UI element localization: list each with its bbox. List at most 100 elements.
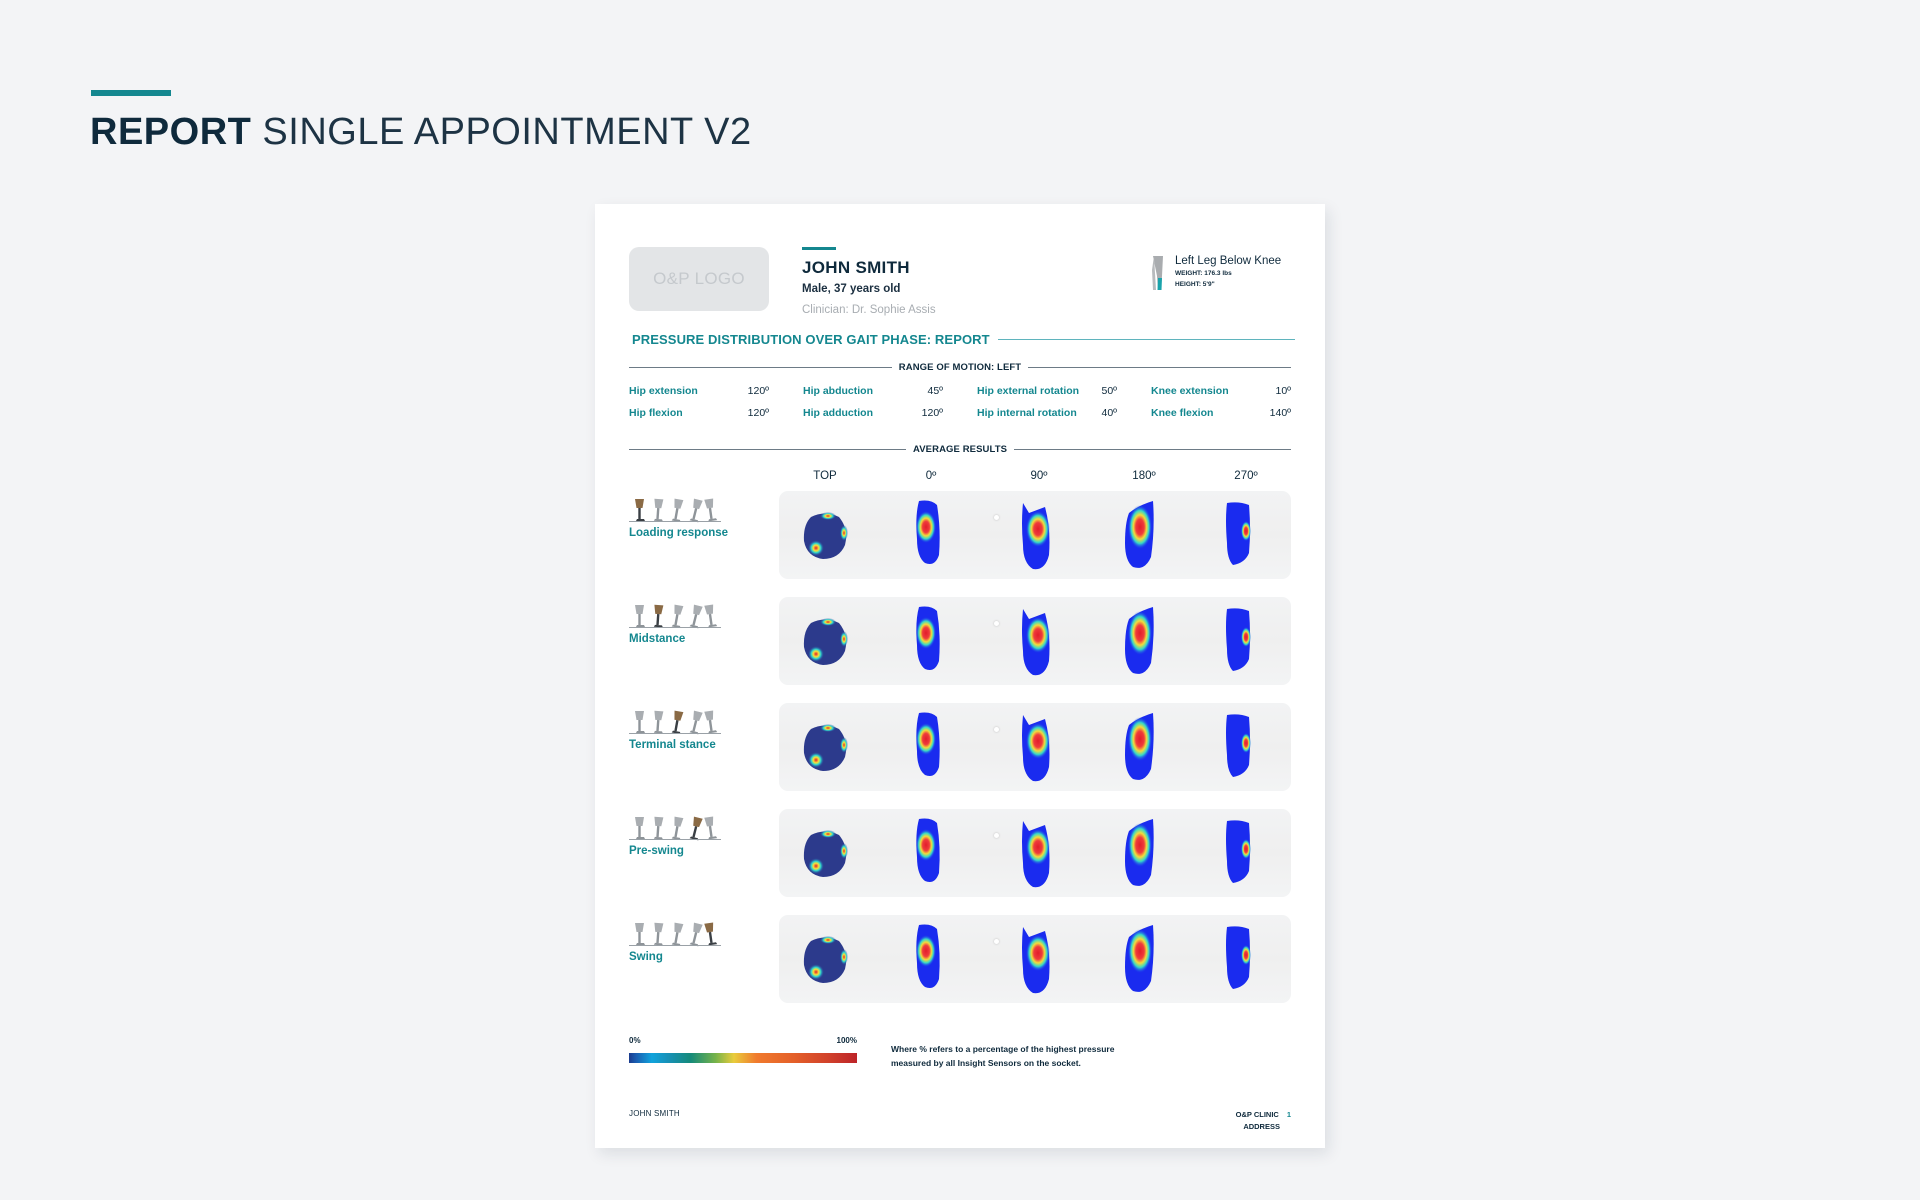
- result-row: Loading response: [595, 491, 1325, 579]
- socket-view-side: [916, 712, 940, 776]
- socket-view-side: [1022, 609, 1050, 676]
- rom-item: Hip internal rotation 40º: [977, 406, 1117, 421]
- rom-label: Hip abduction: [803, 385, 873, 397]
- rom-item: Hip external rotation 50º: [977, 384, 1117, 399]
- socket-view-side: [1226, 714, 1251, 777]
- rom-label: Hip external rotation: [977, 385, 1080, 397]
- view-angle-headers: TOP 0º 90º 180º 270º: [595, 470, 1325, 486]
- column-header-0: 0º: [925, 470, 937, 482]
- socket-view-side: [1125, 925, 1154, 992]
- results-header: AVERAGE RESULTS: [629, 444, 1292, 455]
- marker-dot: [994, 621, 999, 626]
- rom-label: Hip flexion: [629, 407, 683, 419]
- footer-clinic: O&P CLINIC 1 ADDRESS: [1236, 1109, 1291, 1133]
- column-header-top: TOP: [813, 470, 837, 482]
- patient-info: JOHN SMITH Male, 37 years old Clinician:…: [802, 247, 936, 318]
- clinic-logo-placeholder: O&P LOGO: [629, 247, 769, 311]
- gait-phase-icon: [629, 604, 721, 629]
- rom-title: RANGE OF MOTION: LEFT: [898, 362, 1022, 373]
- footer-address: ADDRESS: [1243, 1122, 1280, 1131]
- gait-phase-label: Terminal stance: [629, 739, 716, 751]
- rom-label: Hip internal rotation: [977, 407, 1077, 419]
- gait-phase: Terminal stance: [629, 709, 739, 751]
- pressure-color-scale: [629, 1053, 857, 1063]
- socket-view-side: [1022, 715, 1050, 782]
- rom-item: Knee extension 10º: [1151, 384, 1291, 399]
- rom-item: Hip abduction 45º: [803, 384, 943, 399]
- socket-view-side: [1226, 820, 1251, 883]
- page-title: REPORT SINGLE APPOINTMENT V2: [90, 110, 752, 154]
- marker-dot: [994, 727, 999, 732]
- rom-value: 40º: [1101, 407, 1117, 419]
- result-row: Terminal stance: [595, 703, 1325, 791]
- range-of-motion-grid: Hip extension 120º Hip abduction 45º Hip e…: [629, 384, 1291, 421]
- rom-label: Hip extension: [629, 385, 698, 397]
- rom-value: 120º: [747, 385, 769, 397]
- rom-label: Knee flexion: [1151, 407, 1214, 419]
- results-title: AVERAGE RESULTS: [912, 444, 1008, 455]
- rom-item: Knee flexion 140º: [1151, 406, 1291, 421]
- patient-details: Male, 37 years old: [802, 283, 901, 295]
- marker-dot: [994, 515, 999, 520]
- result-row: Midstance: [595, 597, 1325, 685]
- pressure-legend: 0% 100%: [629, 1036, 857, 1063]
- socket-view-side: [1125, 607, 1154, 674]
- pressure-views-panel: [779, 809, 1291, 897]
- rom-value: 45º: [927, 385, 943, 397]
- column-header-90: 90º: [1030, 470, 1048, 482]
- leg-icon: [1152, 256, 1163, 290]
- socket-view-side: [916, 500, 940, 564]
- patient-height: HEIGHT: 5'9": [1175, 281, 1215, 288]
- socket-view-top: [803, 512, 848, 559]
- gait-phase-label: Swing: [629, 951, 663, 963]
- socket-view-side: [1022, 503, 1050, 570]
- legend-note: Where % refers to a percentage of the hi…: [891, 1044, 1115, 1068]
- limb-title: Left Leg Below Knee: [1175, 255, 1282, 267]
- page-title-bold: REPORT: [90, 111, 252, 153]
- rom-label: Knee extension: [1151, 385, 1229, 397]
- heading-accent-bar: [91, 90, 171, 96]
- column-header-270: 270º: [1234, 470, 1258, 482]
- gait-phase-icon: [629, 498, 721, 523]
- marker-dot: [994, 939, 999, 944]
- gait-phase-icon: [629, 922, 721, 947]
- socket-view-top: [803, 830, 848, 877]
- clinician-name: Clinician: Dr. Sophie Assis: [802, 304, 936, 316]
- report-sheet: O&P LOGO JOHN SMITH Male, 37 years old C…: [595, 204, 1325, 1148]
- divider-line: [629, 367, 892, 368]
- socket-view-side: [916, 606, 940, 670]
- socket-view-side: [1226, 608, 1251, 671]
- divider-line: [629, 449, 906, 450]
- divider-line: [1014, 449, 1292, 450]
- socket-view-top: [803, 724, 848, 771]
- socket-view-side: [1125, 501, 1154, 568]
- result-row: Pre-swing: [595, 809, 1325, 897]
- footer-clinic-name: O&P CLINIC: [1235, 1110, 1279, 1119]
- socket-view-side: [1022, 821, 1050, 888]
- gait-phase: Swing: [629, 921, 739, 963]
- socket-view-side: [1125, 819, 1154, 886]
- marker-dot: [994, 833, 999, 838]
- gait-phase-label: Loading response: [629, 527, 729, 539]
- socket-view-side: [1226, 502, 1251, 565]
- page-title-light: SINGLE APPOINTMENT V2: [262, 111, 752, 153]
- socket-view-side: [916, 818, 940, 882]
- socket-view-top: [803, 618, 848, 665]
- rom-value: 120º: [747, 407, 769, 419]
- socket-view-side: [1125, 713, 1154, 780]
- section-title-rule: [997, 339, 1295, 340]
- socket-view-side: [916, 924, 940, 988]
- patient-accent-bar: [802, 247, 836, 250]
- gait-phase-icon: [629, 816, 721, 841]
- rom-value: 120º: [921, 407, 943, 419]
- rom-header: RANGE OF MOTION: LEFT: [629, 362, 1291, 373]
- legend-max: 100%: [836, 1036, 857, 1045]
- result-row: Swing: [595, 915, 1325, 1003]
- section-title-text: PRESSURE DISTRIBUTION OVER GAIT PHASE: R…: [632, 332, 990, 347]
- gait-phase: Pre-swing: [629, 815, 739, 857]
- legend-min: 0%: [629, 1036, 641, 1045]
- limb-info: Left Leg Below Knee WEIGHT: 176.3 lbs HE…: [1150, 254, 1281, 292]
- patient-weight: WEIGHT: 176.3 lbs: [1175, 270, 1232, 277]
- rom-label: Hip adduction: [803, 407, 873, 419]
- pressure-views-panel: [779, 491, 1291, 579]
